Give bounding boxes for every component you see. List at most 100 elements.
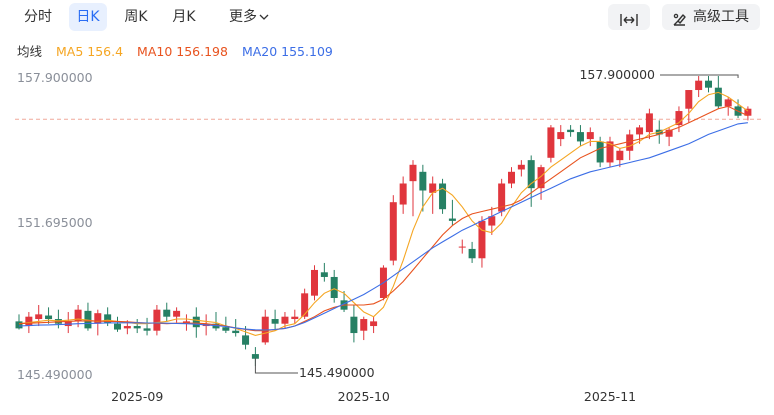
legend-ma10: MA10 156.198 bbox=[137, 44, 228, 59]
candle-body bbox=[705, 80, 712, 88]
x-tick-label: 2025-09 bbox=[111, 389, 163, 404]
candle-body bbox=[468, 248, 476, 259]
x-tick-label: 2025-10 bbox=[338, 389, 390, 404]
candle-body bbox=[488, 216, 496, 226]
toolbar: 分时 日K 周K 月K 更多 高级工具 bbox=[0, 0, 774, 34]
candle-body bbox=[35, 314, 43, 320]
ma10-line bbox=[18, 105, 749, 332]
candle-body bbox=[114, 323, 121, 330]
candle-body bbox=[94, 313, 102, 324]
candle-body bbox=[242, 335, 250, 345]
chevron-down-icon bbox=[259, 3, 269, 31]
candle-body bbox=[626, 134, 634, 151]
tab-intraday[interactable]: 分时 bbox=[24, 9, 52, 25]
candle-body bbox=[143, 328, 151, 331]
candle-body bbox=[547, 127, 555, 158]
candle-body bbox=[439, 183, 447, 210]
candle-body bbox=[222, 327, 230, 331]
candle-body bbox=[645, 113, 653, 133]
fit-width-icon bbox=[620, 10, 638, 36]
candle-body bbox=[330, 276, 338, 298]
x-tick-label: 2025-11 bbox=[584, 389, 636, 404]
candle-body bbox=[675, 111, 683, 126]
candle-body bbox=[389, 202, 397, 261]
advanced-tools-button[interactable]: 高级工具 bbox=[662, 4, 760, 30]
more-label: 更多 bbox=[229, 9, 257, 25]
candle-body bbox=[182, 321, 190, 324]
min-price-label: 145.490000 bbox=[299, 365, 375, 380]
ma5-line bbox=[18, 91, 749, 336]
tab-monthly-k[interactable]: 月K bbox=[172, 9, 196, 25]
candle-body bbox=[458, 246, 466, 248]
max-price-leader bbox=[660, 74, 739, 78]
candle-body bbox=[576, 132, 584, 142]
candle-body bbox=[261, 316, 269, 343]
candle-body bbox=[320, 272, 328, 277]
candle-body bbox=[567, 129, 575, 133]
candle-body bbox=[557, 132, 565, 140]
candle-body bbox=[379, 267, 387, 298]
candle-body bbox=[54, 319, 62, 324]
candle-body bbox=[192, 316, 200, 328]
candle-body bbox=[153, 309, 161, 331]
candle-body bbox=[104, 314, 112, 323]
candle-body bbox=[419, 171, 427, 191]
candle-body bbox=[74, 309, 82, 322]
candle-body bbox=[271, 319, 279, 324]
candle-body bbox=[744, 108, 752, 116]
candle-body bbox=[123, 326, 131, 329]
candle-body bbox=[399, 183, 407, 205]
legend-ma5: MA5 156.4 bbox=[56, 44, 124, 59]
candle-body bbox=[517, 164, 525, 170]
y-tick-label: 157.900000 bbox=[17, 70, 93, 85]
candle-body bbox=[251, 354, 259, 359]
tab-weekly-k[interactable]: 周K bbox=[124, 9, 148, 25]
candle-body bbox=[636, 127, 644, 135]
candle-body bbox=[370, 321, 378, 327]
candle-body bbox=[45, 315, 53, 320]
min-price-leader bbox=[254, 358, 298, 374]
candle-body bbox=[527, 160, 535, 189]
tab-daily-k[interactable]: 日K bbox=[69, 3, 107, 31]
candle-body bbox=[665, 129, 673, 137]
candle-body bbox=[212, 323, 220, 329]
candle-body bbox=[498, 183, 506, 212]
candle-body bbox=[409, 164, 417, 182]
legend-ma20: MA20 155.109 bbox=[241, 44, 333, 59]
candle-body bbox=[133, 326, 141, 329]
candle-body bbox=[281, 316, 289, 324]
candle-body bbox=[606, 141, 614, 163]
ma20-line bbox=[18, 122, 748, 331]
candle-body bbox=[695, 80, 703, 91]
candle-body bbox=[15, 321, 23, 329]
candle-body bbox=[202, 323, 210, 327]
candle-body bbox=[360, 319, 368, 331]
candle-body bbox=[714, 87, 722, 107]
candle-body bbox=[685, 90, 693, 109]
candle-body bbox=[163, 309, 171, 317]
legend-title: 均线 bbox=[17, 44, 43, 59]
candle-body bbox=[84, 310, 92, 329]
candle-body bbox=[655, 129, 663, 135]
candle-body bbox=[301, 293, 309, 317]
candle-body bbox=[25, 316, 33, 327]
more-dropdown[interactable]: 更多 bbox=[221, 3, 277, 31]
candle-body bbox=[537, 167, 545, 189]
candle-body bbox=[586, 132, 594, 140]
candle-body bbox=[232, 330, 240, 334]
candle-body bbox=[508, 171, 515, 184]
candle-body bbox=[173, 310, 181, 317]
candle-body bbox=[340, 300, 348, 310]
max-price-label: 157.900000 bbox=[579, 67, 655, 82]
candle-body bbox=[448, 218, 456, 221]
fit-width-button[interactable] bbox=[608, 4, 650, 30]
candle-body bbox=[429, 183, 437, 193]
advanced-tools-label: 高级工具 bbox=[693, 9, 749, 25]
candle-body bbox=[616, 150, 624, 161]
candle-body bbox=[311, 269, 318, 296]
y-tick-label: 151.695000 bbox=[17, 215, 93, 230]
y-tick-label: 145.490000 bbox=[17, 367, 93, 382]
candle-body bbox=[596, 141, 604, 163]
ma-legend: 均线 MA5 156.4 MA10 156.198 MA20 155.109 bbox=[17, 41, 343, 59]
